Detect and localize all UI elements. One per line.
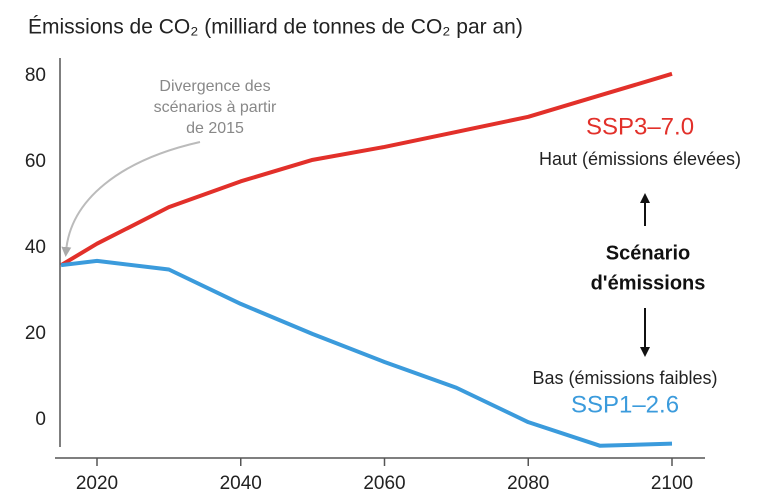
x-tick-label: 2020	[76, 473, 118, 494]
divergence-arrow	[61, 141, 201, 257]
series-label: SSP1–2.6	[571, 391, 679, 418]
series-line	[60, 258, 673, 448]
y-tick-label: 40	[25, 237, 46, 258]
x-tick-label: 2100	[651, 473, 693, 494]
annotation: de 2015	[186, 120, 244, 137]
annotation: d'émissions	[591, 272, 706, 294]
annotation: Scénario	[606, 242, 690, 264]
y-tick-label: 60	[25, 151, 46, 172]
x-tick-label: 2060	[363, 473, 405, 494]
chart-title: Émissions de CO₂ (milliard de tonnes de …	[28, 16, 523, 39]
series-line	[60, 71, 673, 267]
annotation: Divergence des	[159, 78, 270, 95]
y-tick-label: 80	[25, 65, 46, 86]
x-tick-label: 2040	[220, 473, 262, 494]
annotation: scénarios à partir	[154, 99, 277, 116]
annotation: Bas (émissions faibles)	[532, 368, 717, 388]
annotation: Haut (émissions élevées)	[539, 149, 741, 169]
y-tick-label: 20	[25, 323, 46, 344]
x-tick-label: 2080	[507, 473, 549, 494]
y-tick-label: 0	[35, 409, 46, 430]
series-label: SSP3–7.0	[586, 113, 694, 140]
